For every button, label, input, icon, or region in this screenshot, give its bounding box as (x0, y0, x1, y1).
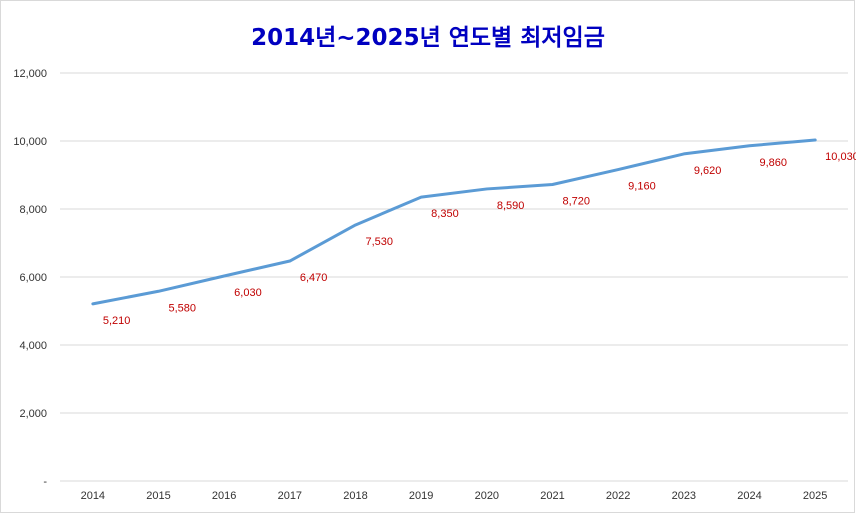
data-label: 9,160 (628, 181, 656, 193)
data-label: 9,860 (760, 157, 788, 169)
data-label: 6,030 (234, 287, 262, 299)
chart-title: 2014년~2025년 연도별 최저임금 (251, 25, 605, 51)
y-tick-label: 6,000 (19, 272, 47, 284)
data-label: 8,720 (563, 196, 591, 208)
data-label: 5,210 (103, 315, 131, 327)
data-label: 5,580 (169, 302, 197, 314)
y-tick-label: 2,000 (19, 408, 47, 420)
data-label: 8,350 (431, 208, 459, 220)
x-tick-label: 2025 (803, 490, 827, 502)
x-tick-label: 2024 (737, 490, 761, 502)
x-tick-label: 2016 (212, 490, 236, 502)
series-line (91, 138, 817, 306)
x-tick-label: 2015 (146, 490, 170, 502)
x-tick-label: 2017 (278, 490, 302, 502)
data-label: 9,620 (694, 165, 722, 177)
y-tick-label: 4,000 (19, 340, 47, 352)
x-tick-label: 2014 (81, 490, 105, 502)
x-tick-label: 2019 (409, 490, 433, 502)
x-tick-label: 2020 (475, 490, 499, 502)
x-tick-label: 2018 (343, 490, 367, 502)
y-tick-label: 8,000 (19, 204, 47, 216)
data-label: 7,530 (366, 236, 394, 248)
data-label: 8,590 (497, 200, 525, 212)
x-tick-label: 2021 (540, 490, 564, 502)
y-tick-label: - (43, 476, 47, 488)
data-label: 6,470 (300, 272, 328, 284)
y-tick-label: 12,000 (13, 68, 47, 80)
x-tick-label: 2022 (606, 490, 630, 502)
data-label: 10,030 (825, 151, 856, 163)
y-tick-label: 10,000 (13, 136, 47, 148)
x-tick-label: 2023 (672, 490, 696, 502)
